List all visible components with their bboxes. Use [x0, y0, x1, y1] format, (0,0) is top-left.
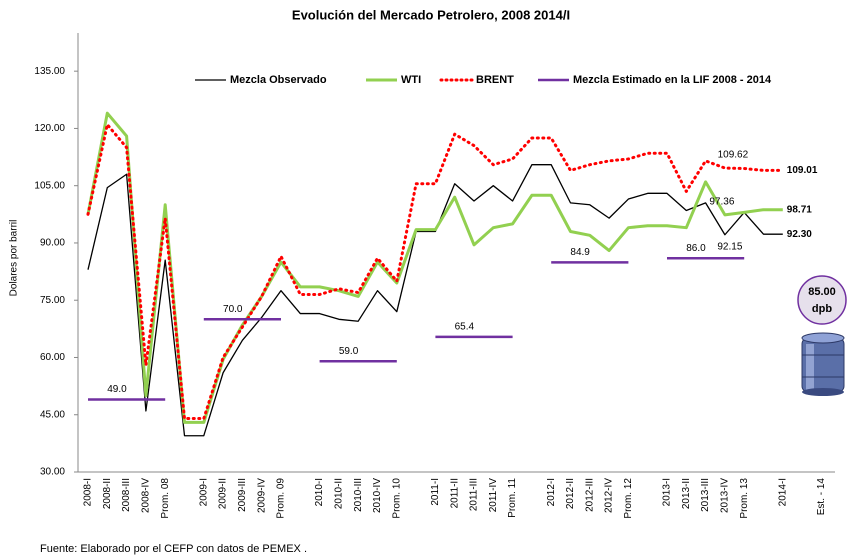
- x-tick-label: Prom. 11: [507, 478, 518, 518]
- data-label: 92.30: [787, 229, 812, 240]
- estimate-unit: dpb: [812, 303, 832, 315]
- series-line: [86, 123, 785, 421]
- x-tick-label: 2008-IV: [141, 478, 152, 513]
- x-tick-label: 2009-I: [198, 478, 209, 506]
- x-tick-label: 2013-IV: [720, 478, 731, 513]
- x-tick-label: 2008-I: [83, 478, 94, 506]
- x-tick-label: 2013-I: [662, 478, 673, 506]
- data-label: 98.71: [787, 204, 812, 215]
- estimate-value: 85.00: [808, 286, 836, 298]
- data-label: 97.36: [709, 197, 734, 208]
- data-label: 49.0: [107, 384, 127, 395]
- x-tick-label: 2012-II: [565, 478, 576, 509]
- x-tick-label: 2008-III: [121, 478, 132, 512]
- data-label: 84.9: [570, 247, 590, 258]
- x-tick-label: Prom. 09: [276, 478, 287, 519]
- y-tick-label: 30.00: [40, 467, 65, 478]
- x-tick-label: Est. - 14: [816, 478, 827, 516]
- x-tick-label: Prom. 08: [160, 478, 171, 519]
- y-tick-label: 45.00: [40, 409, 65, 420]
- series-line: [86, 111, 783, 424]
- legend-label: Mezcla Observado: [230, 74, 327, 86]
- x-tick-label: 2010-II: [334, 478, 345, 509]
- data-label: 70.0: [223, 304, 243, 315]
- series-line: [88, 256, 745, 401]
- x-tick-label: 2010-IV: [372, 478, 383, 513]
- y-tick-label: 135.00: [34, 66, 65, 77]
- series-line: [87, 164, 783, 437]
- x-tick-label: 2013-III: [700, 478, 711, 512]
- x-tick-label: 2012-III: [584, 478, 595, 512]
- legend-label: WTI: [401, 74, 421, 86]
- x-tick-label: 2010-I: [314, 478, 325, 506]
- x-tick-label: Prom. 12: [623, 478, 634, 519]
- legend-label: BRENT: [476, 74, 514, 86]
- chart-title: Evolución del Mercado Petrolero, 2008 20…: [292, 7, 570, 22]
- barrel-icon: [801, 332, 845, 396]
- x-tick-label: 2008-II: [102, 478, 113, 509]
- x-tick-label: 2013-II: [681, 478, 692, 509]
- y-tick-label: 75.00: [40, 295, 65, 306]
- data-label: 86.0: [686, 243, 706, 254]
- x-tick-label: 2011-II: [449, 478, 460, 508]
- x-tick-label: 2009-II: [218, 478, 229, 509]
- legend-label: Mezcla Estimado en la LIF 2008 - 2014: [573, 74, 772, 86]
- data-label: 109.62: [718, 150, 749, 161]
- data-label: 65.4: [455, 322, 475, 333]
- y-tick-label: 105.00: [34, 180, 65, 191]
- data-label: 59.0: [339, 346, 359, 357]
- y-tick-label: 90.00: [40, 238, 65, 249]
- y-tick-label: 60.00: [40, 352, 65, 363]
- x-tick-label: 2009-III: [237, 478, 248, 512]
- x-tick-label: 2012-I: [546, 478, 557, 506]
- x-tick-label: 2009-IV: [256, 478, 267, 513]
- x-tick-label: 2010-III: [353, 478, 364, 512]
- data-label: 109.01: [787, 165, 818, 176]
- source-note: Fuente: Elaborado por el CEFP con datos …: [40, 543, 307, 555]
- x-tick-label: 2011-IV: [488, 478, 499, 513]
- y-axis-label: Dolares por barril: [9, 220, 20, 297]
- x-tick-label: 2011-III: [469, 478, 480, 511]
- estimate-badge: [797, 275, 847, 325]
- x-tick-label: 2014-I: [777, 478, 788, 506]
- data-label: 92.15: [717, 241, 742, 252]
- x-tick-label: Prom. 10: [391, 478, 402, 519]
- x-tick-label: 2011-I: [430, 478, 441, 506]
- y-tick-label: 120.00: [34, 123, 65, 134]
- x-tick-label: 2012-IV: [604, 478, 615, 513]
- x-tick-label: Prom. 13: [739, 478, 750, 519]
